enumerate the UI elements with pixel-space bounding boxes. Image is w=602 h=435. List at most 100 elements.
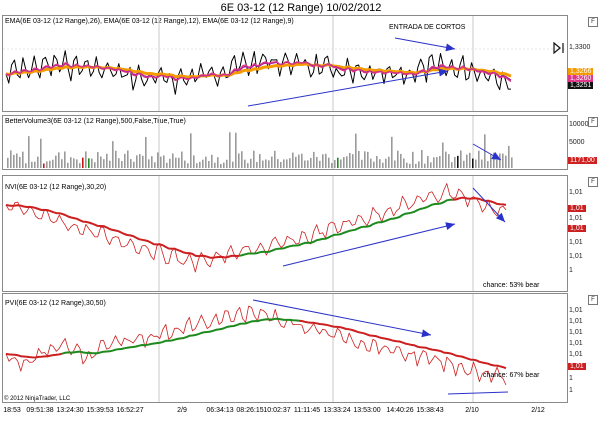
volume-bar <box>445 151 447 168</box>
volume-bar <box>25 163 27 168</box>
volume-bar <box>283 159 285 168</box>
pvi-panel-f-icon[interactable]: F <box>588 295 598 305</box>
volume-panel[interactable]: BetterVolume3(6E 03-12 (12 Range),500,Fa… <box>2 115 568 170</box>
volume-plot[interactable] <box>3 116 567 169</box>
nvi-support-trendline <box>282 223 456 267</box>
nvi-panel[interactable]: NVI(6E 03-12 (12 Range),30,20) chance: 5… <box>2 175 568 292</box>
price-tag-last: 1,3251 <box>568 82 594 89</box>
pvi-plot[interactable] <box>3 294 567 402</box>
volume-bar <box>220 163 222 168</box>
volume-bar <box>40 138 42 168</box>
volume-bar <box>412 151 414 168</box>
volume-panel-f-icon[interactable]: F <box>588 117 598 127</box>
volume-bar <box>301 153 303 168</box>
volume-bar <box>160 156 162 168</box>
volume-bar <box>292 152 294 168</box>
time-axis-label: 09:51:38 <box>26 407 54 414</box>
volume-bar <box>403 158 405 168</box>
volume-bar <box>469 152 471 168</box>
volume-bar <box>304 160 306 168</box>
nvi-plot[interactable] <box>3 176 567 291</box>
volume-bar <box>253 150 255 168</box>
pvi-tick: 1 <box>569 387 573 394</box>
nvi-panel-label: NVI(6E 03-12 (12 Range),30,20) <box>5 184 107 191</box>
time-axis-label: 2/9 <box>177 407 187 414</box>
volume-bar <box>295 156 297 168</box>
volume-bar <box>394 160 396 168</box>
volume-bar <box>346 156 348 168</box>
volume-bar <box>97 152 99 168</box>
volume-bar <box>364 151 366 168</box>
ema9-line <box>5 60 512 83</box>
volume-bar <box>379 159 381 168</box>
nvi-tick: 1,01 <box>569 215 583 222</box>
volume-bar <box>349 152 351 168</box>
volume-bar <box>178 157 180 168</box>
volume-bar <box>457 155 459 168</box>
nvi-line <box>5 183 507 273</box>
volume-bar <box>289 158 291 168</box>
pvi-resistance-trendline <box>252 299 432 336</box>
nvi-support-trendline-head <box>445 222 455 231</box>
volume-bar <box>73 158 75 168</box>
price-plot[interactable] <box>3 16 567 111</box>
volume-bar <box>256 161 258 168</box>
volume-bar <box>331 163 333 168</box>
volume-bar <box>250 158 252 168</box>
nvi-panel-f-icon[interactable]: F <box>588 177 598 187</box>
price-support-trendline <box>247 70 449 107</box>
volume-bar <box>391 136 393 168</box>
volume-bar <box>367 151 369 168</box>
volume-bar <box>373 161 375 168</box>
volume-bar <box>430 162 432 168</box>
volume-bar <box>172 153 174 168</box>
volume-bar <box>340 159 342 168</box>
volume-bar <box>94 162 96 168</box>
time-axis-label: 13:33:24 <box>323 407 351 414</box>
volume-bar <box>427 156 429 168</box>
pvi-line <box>5 305 507 386</box>
volume-bar <box>181 151 183 168</box>
volume-bar <box>91 158 93 168</box>
time-axis-label: 2/10 <box>465 407 479 414</box>
volume-bar <box>418 161 420 168</box>
volume-bar <box>343 157 345 168</box>
volume-bar <box>223 162 225 168</box>
volume-bar <box>82 157 84 168</box>
volume-bar <box>169 158 171 168</box>
volume-bar <box>496 159 498 168</box>
price-annotation: ENTRADA DE CORTOS <box>389 24 466 31</box>
drawing-tool-icon[interactable] <box>553 42 565 54</box>
volume-bar <box>154 162 156 168</box>
volume-bar <box>175 157 177 168</box>
time-axis-label: 14:40:26 <box>386 407 414 414</box>
volume-bar <box>49 160 51 168</box>
pvi-chance: chance: 67% bear <box>483 372 540 379</box>
volume-bar <box>70 157 72 168</box>
volume-bar <box>310 157 312 168</box>
volume-bar <box>22 151 24 168</box>
volume-bar <box>55 155 57 168</box>
time-axis-label: 2/12 <box>531 407 545 414</box>
volume-bar <box>202 159 204 168</box>
volume-bar <box>325 153 327 168</box>
volume-bar <box>214 162 216 168</box>
volume-bar <box>28 136 30 168</box>
pvi-panel[interactable]: PVI(6E 03-12 (12 Range),30,50) chance: 6… <box>2 293 568 403</box>
volume-bar <box>334 160 336 168</box>
pvi-y-axis: F 1,01 1,01 1,01 1,01 1,01 1,01 1 1 <box>567 293 600 403</box>
price-panel[interactable]: EMA(6E 03-12 (12 Range),26), EMA(6E 03-1… <box>2 15 568 112</box>
price-panel-f-icon[interactable]: F <box>588 17 598 27</box>
volume-bar <box>478 150 480 168</box>
pvi-tick: 1 <box>569 375 573 382</box>
volume-bar <box>34 161 36 168</box>
nvi-tick: 1,01 <box>569 253 583 260</box>
volume-bar <box>262 160 264 168</box>
price-panel-label: EMA(6E 03-12 (12 Range),26), EMA(6E 03-1… <box>5 18 294 25</box>
volume-bar <box>316 157 318 168</box>
nvi-tick: 1 <box>569 267 573 274</box>
volume-bar <box>466 154 468 168</box>
volume-bar <box>415 163 417 168</box>
pvi-ma-red <box>5 352 63 359</box>
volume-bar <box>208 160 210 168</box>
